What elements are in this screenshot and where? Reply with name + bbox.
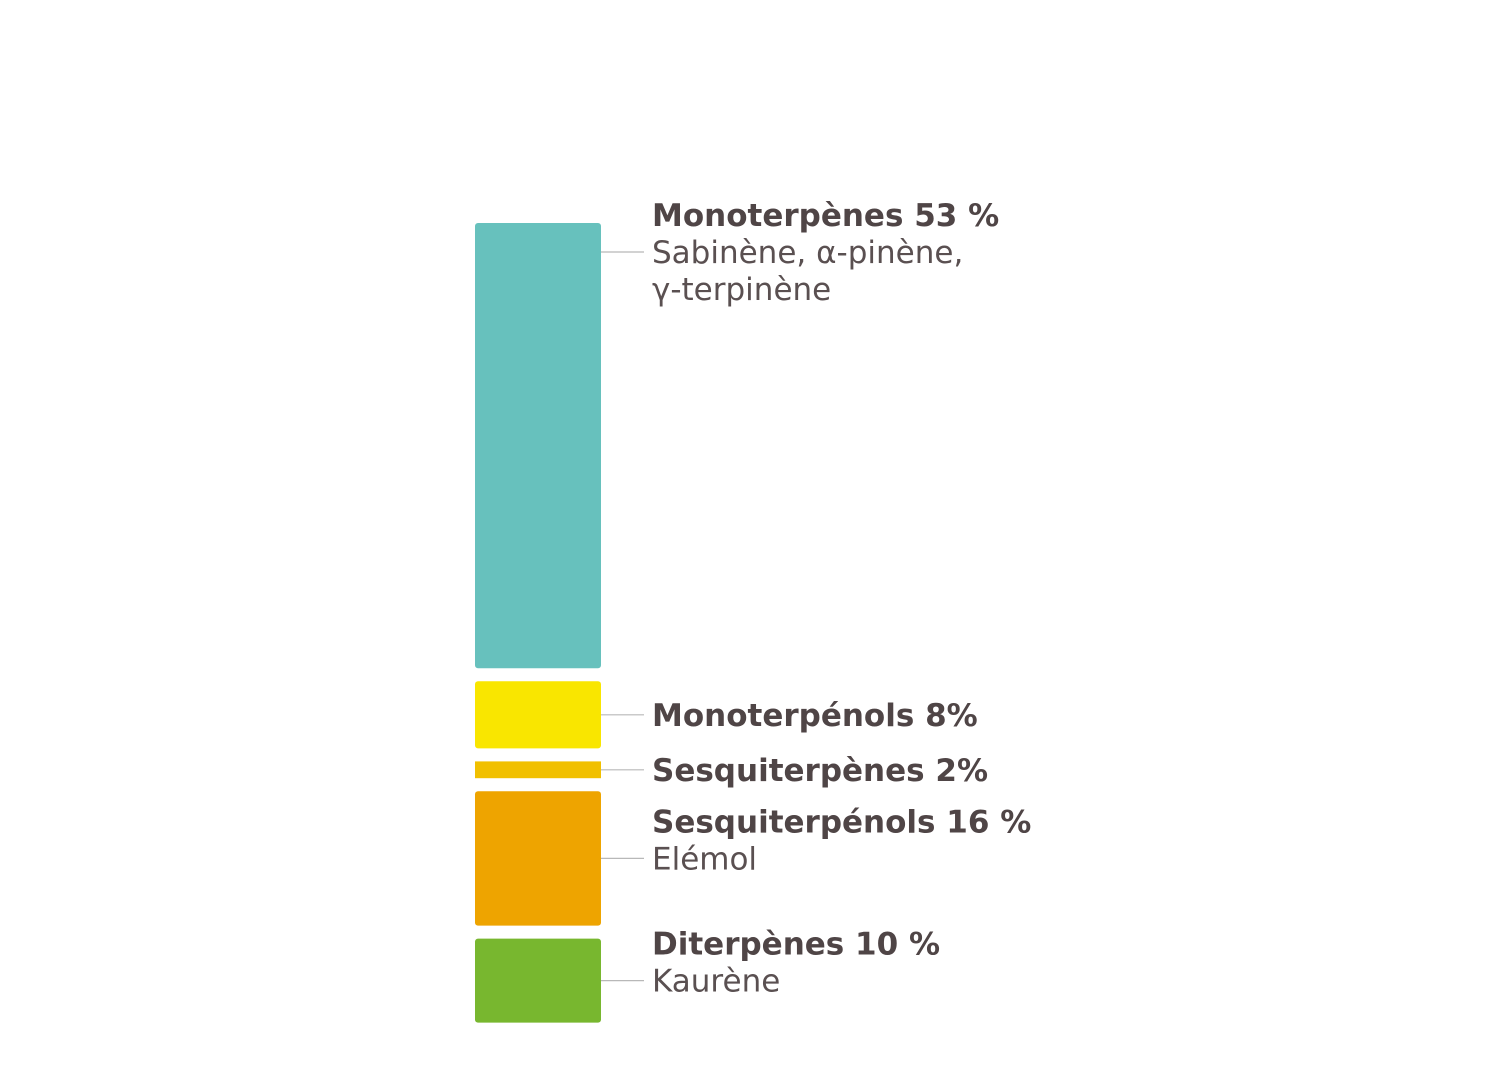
- segment-label-monoterpenols: Monoterpénols 8%: [652, 698, 978, 734]
- bar-segment-sesquiterpenols: [475, 791, 601, 926]
- segment-label-sesquiterpenes: Sesquiterpènes 2%: [652, 753, 988, 789]
- segment-detail-monoterpenes-2: γ-terpinène: [652, 272, 831, 308]
- segment-label-sesquiterpenols: Sesquiterpénols 16 %: [652, 804, 1031, 840]
- label-group: Monoterpènes 53 %Sabinène, α-pinène,γ-te…: [652, 198, 1031, 1000]
- segment-label-diterpenes: Diterpènes 10 %: [652, 927, 940, 963]
- bar-segment-monoterpenols: [475, 681, 601, 749]
- bar-group: [475, 223, 601, 1023]
- connector-group: [601, 251, 644, 982]
- bar-segment-sesquiterpenes: [475, 761, 601, 779]
- segment-detail-sesquiterpenols-1: Elémol: [652, 841, 757, 877]
- bar-segment-monoterpenes: [475, 223, 601, 669]
- segment-detail-diterpenes-1: Kaurène: [652, 964, 780, 1000]
- segment-detail-monoterpenes-1: Sabinène, α-pinène,: [652, 235, 963, 271]
- segment-label-monoterpenes: Monoterpènes 53 %: [652, 198, 999, 234]
- bar-segment-diterpenes: [475, 938, 601, 1023]
